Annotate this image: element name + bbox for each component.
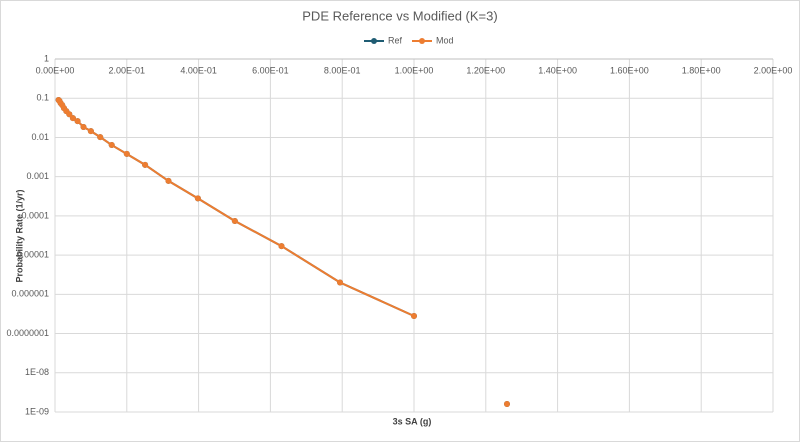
data-point: [80, 123, 87, 130]
data-point: [411, 313, 417, 320]
x-tick-label: 4.00E-01: [180, 65, 217, 75]
legend-marker: [419, 38, 425, 44]
y-tick-label: 0.00001: [16, 249, 49, 259]
x-tick-label: 8.00E-01: [324, 65, 361, 75]
x-tick-label: 0.00E+00: [36, 65, 75, 75]
data-point: [142, 161, 149, 168]
x-tick-label: 1.00E+00: [395, 65, 434, 75]
data-point: [108, 142, 115, 149]
x-tick-label: 1.20E+00: [466, 65, 505, 75]
x-tick-label: 1.60E+00: [610, 65, 649, 75]
x-axis-title: 3s SA (g): [393, 416, 432, 426]
x-tick-label: 6.00E-01: [252, 65, 289, 75]
y-tick-label: 0.0001: [21, 210, 49, 220]
y-tick-label: 0.01: [31, 132, 49, 142]
y-tick-label: 1E-08: [25, 367, 49, 377]
data-point: [97, 134, 104, 141]
data-point: [66, 111, 73, 118]
y-tick-label: 0.1: [36, 93, 49, 103]
x-tick-label: 2.00E+00: [754, 65, 793, 75]
data-point: [194, 195, 201, 202]
data-point: [231, 218, 238, 225]
data-point: [165, 177, 172, 184]
y-axis-title: Probability Rate (1/yr): [14, 189, 24, 282]
x-tick-label: 1.80E+00: [682, 65, 721, 75]
y-tick-label: 1E-09: [25, 406, 49, 416]
data-point: [503, 400, 510, 407]
chart-title: PDE Reference vs Modified (K=3): [302, 8, 497, 23]
y-tick-label: 0.001: [26, 171, 49, 181]
data-point: [123, 150, 130, 157]
data-point: [74, 118, 81, 125]
data-point: [278, 243, 285, 250]
data-point: [69, 115, 76, 122]
data-point: [87, 128, 94, 135]
y-tick-label: 0.000001: [11, 289, 49, 299]
legend-marker: [371, 38, 377, 44]
x-tick-label: 2.00E-01: [109, 65, 146, 75]
data-point: [337, 279, 344, 286]
y-tick-label: 0.0000001: [6, 328, 49, 338]
legend-label: Mod: [436, 35, 454, 45]
x-tick-label: 1.40E+00: [538, 65, 577, 75]
y-tick-label: 1: [44, 53, 49, 63]
legend-label: Ref: [388, 35, 403, 45]
